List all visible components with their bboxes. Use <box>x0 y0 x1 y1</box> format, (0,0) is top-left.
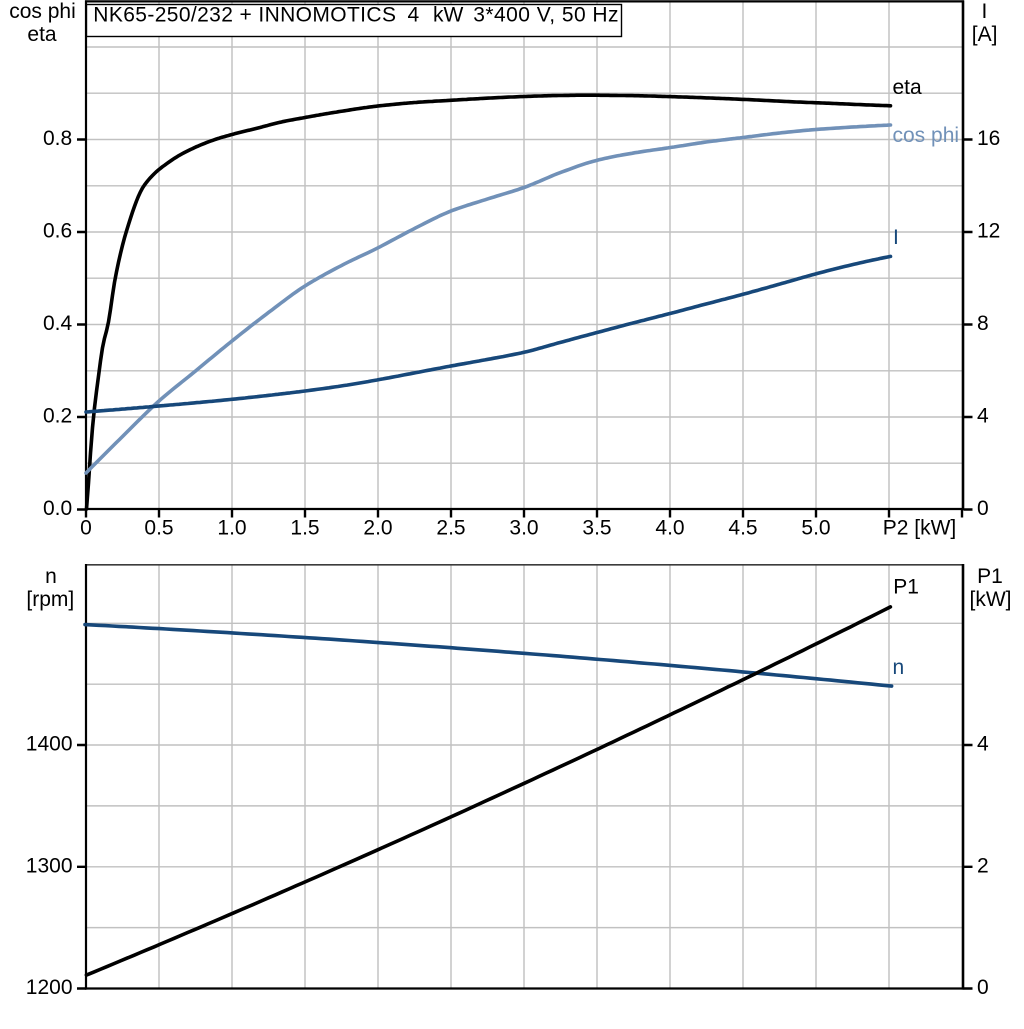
svg-text:eta: eta <box>27 23 57 46</box>
svg-text:P1: P1 <box>893 576 919 599</box>
svg-text:P2 [kW]: P2 [kW] <box>883 517 957 540</box>
svg-text:kW: kW <box>433 4 464 27</box>
svg-text:0: 0 <box>977 976 989 999</box>
svg-text:16: 16 <box>977 127 1000 150</box>
svg-text:0.5: 0.5 <box>144 517 173 540</box>
svg-text:eta: eta <box>893 76 923 99</box>
svg-text:cos phi: cos phi <box>893 124 960 147</box>
svg-text:2: 2 <box>977 854 989 877</box>
svg-text:[A]: [A] <box>972 23 998 46</box>
svg-text:[kW]: [kW] <box>970 588 1012 611</box>
svg-text:0: 0 <box>977 497 989 520</box>
svg-text:n: n <box>45 565 57 588</box>
svg-text:cos phi: cos phi <box>9 0 76 23</box>
svg-text:3*400 V, 50 Hz: 3*400 V, 50 Hz <box>473 4 619 27</box>
svg-text:0.2: 0.2 <box>43 405 72 428</box>
svg-text:I: I <box>981 0 987 23</box>
svg-text:I: I <box>893 226 899 249</box>
svg-text:3.5: 3.5 <box>582 517 611 540</box>
svg-text:3.0: 3.0 <box>509 517 538 540</box>
svg-text:4.5: 4.5 <box>728 517 757 540</box>
svg-text:P1: P1 <box>977 565 1003 588</box>
svg-text:0.6: 0.6 <box>43 220 72 243</box>
svg-text:4: 4 <box>977 405 989 428</box>
svg-text:1300: 1300 <box>26 854 73 877</box>
svg-text:0.4: 0.4 <box>43 312 73 335</box>
svg-text:[rpm]: [rpm] <box>26 588 74 611</box>
svg-text:8: 8 <box>977 312 989 335</box>
svg-text:0.8: 0.8 <box>43 127 72 150</box>
svg-text:0: 0 <box>80 517 92 540</box>
svg-text:12: 12 <box>977 220 1000 243</box>
svg-text:1400: 1400 <box>26 733 73 756</box>
svg-text:2.5: 2.5 <box>436 517 465 540</box>
svg-text:n: n <box>893 656 905 679</box>
svg-text:4: 4 <box>977 733 989 756</box>
svg-text:5.0: 5.0 <box>801 517 830 540</box>
svg-text:NK65-250/232 + INNOMOTICS: NK65-250/232 + INNOMOTICS <box>93 4 396 27</box>
svg-text:2.0: 2.0 <box>363 517 392 540</box>
svg-text:1.0: 1.0 <box>217 517 246 540</box>
svg-text:4.0: 4.0 <box>655 517 684 540</box>
svg-text:1.5: 1.5 <box>290 517 319 540</box>
svg-text:1200: 1200 <box>26 976 73 999</box>
svg-text:4: 4 <box>408 4 420 27</box>
svg-text:0.0: 0.0 <box>43 497 72 520</box>
